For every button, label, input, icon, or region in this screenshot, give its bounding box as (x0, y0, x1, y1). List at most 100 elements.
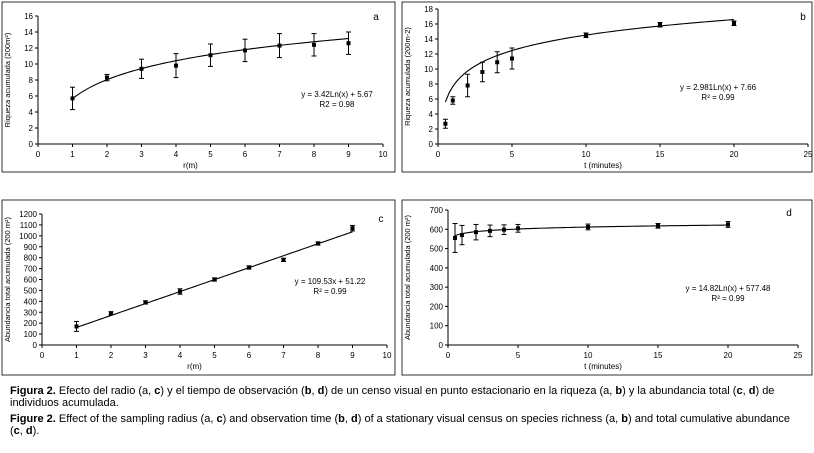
y-tick-label: 0 (29, 140, 34, 149)
data-point (516, 226, 520, 231)
data-point (105, 75, 109, 80)
y-tick-label: 1000 (19, 232, 37, 241)
y-tick-label: 700 (24, 265, 38, 274)
y-tick-label: 12 (424, 50, 433, 59)
caption-text: ) and total cumulative abundance ( (10, 413, 791, 437)
y-tick-label: 8 (429, 80, 434, 89)
y-tick-label: 400 (24, 297, 38, 306)
caption-text: ) de individuos acumulada. (10, 385, 775, 409)
caption-text: ). (32, 425, 40, 437)
trend-line (444, 19, 735, 103)
x-axis-label: r(m) (187, 362, 202, 371)
y-tick-label: 500 (24, 286, 38, 295)
fit-r-squared: R2 = 0.98 (320, 100, 355, 109)
x-tick-label: 6 (247, 351, 252, 360)
y-tick-label: 600 (430, 225, 444, 234)
y-tick-label: 700 (430, 206, 444, 215)
fit-equation: y = 3.42Ln(x) + 5.67 (301, 90, 373, 99)
x-tick-label: 10 (582, 150, 591, 159)
data-point (656, 223, 660, 228)
x-tick-label: 8 (316, 351, 321, 360)
x-tick-label: 4 (174, 150, 179, 159)
caption-bold: b (621, 413, 628, 425)
fit-r-squared: R² = 0.99 (313, 287, 347, 296)
data-point (346, 41, 351, 46)
y-tick-label: 12 (24, 44, 33, 53)
x-axis-label: t (minutes) (584, 161, 622, 170)
x-tick-label: 5 (510, 150, 515, 159)
fit-equation: y = 109.53x + 51.22 (295, 277, 366, 286)
y-tick-label: 200 (24, 319, 38, 328)
panel-letter: a (373, 12, 379, 23)
y-tick-label: 16 (424, 20, 433, 29)
data-point (726, 222, 730, 227)
y-tick-label: 800 (24, 254, 38, 263)
y-axis-label: Riqueza acumulada (200m-2) (403, 27, 412, 126)
panel-frame (1, 1, 396, 173)
data-point (510, 56, 514, 61)
y-axis-label: Abundancia total acumulada (200 m²) (403, 214, 412, 340)
y-tick-label: 1200 (19, 210, 37, 219)
data-point (443, 121, 448, 126)
data-point (174, 63, 178, 68)
x-tick-label: 0 (436, 150, 441, 159)
caption-bold: c (154, 385, 161, 397)
data-point (70, 96, 75, 101)
x-tick-label: 9 (350, 351, 355, 360)
y-tick-label: 6 (29, 92, 34, 101)
data-point (277, 43, 282, 48)
panel-frame (401, 1, 813, 173)
data-point (178, 289, 182, 294)
y-tick-label: 600 (24, 276, 38, 285)
caption-text: ) and observation time ( (222, 413, 339, 425)
data-point (74, 324, 79, 329)
data-point (732, 21, 736, 26)
y-axis-label: Riqueza acumulada (200m²) (3, 32, 12, 127)
y-tick-label: 2 (429, 125, 434, 134)
caption-bold: b (338, 413, 345, 425)
y-tick-label: 100 (430, 322, 444, 331)
data-point (502, 227, 506, 232)
data-point (658, 22, 662, 27)
data-point (109, 311, 113, 316)
data-point (247, 265, 251, 270)
caption-bold: b (615, 385, 623, 397)
x-axis-label: r(m) (183, 161, 198, 170)
y-tick-label: 400 (430, 264, 444, 273)
y-tick-label: 1100 (20, 221, 38, 230)
y-tick-label: 10 (24, 60, 33, 69)
y-tick-label: 500 (430, 245, 444, 254)
caption-bold: d (25, 425, 33, 437)
y-tick-label: 8 (29, 76, 34, 85)
x-tick-label: 10 (383, 351, 392, 360)
x-tick-label: 2 (105, 150, 110, 159)
caption-bold: d (351, 413, 358, 425)
caption-text: ) de un censo visual en punto estacionar… (324, 385, 616, 397)
panel-letter: c (379, 214, 384, 225)
x-tick-label: 25 (794, 351, 803, 360)
y-tick-label: 16 (24, 12, 33, 21)
data-point (584, 33, 588, 38)
x-tick-label: 5 (208, 150, 213, 159)
y-tick-label: 300 (430, 283, 444, 292)
data-point (312, 42, 316, 47)
y-tick-label: 4 (29, 108, 34, 117)
y-tick-label: 0 (429, 140, 434, 149)
panel-frame (1, 199, 396, 376)
y-tick-label: 14 (24, 28, 33, 37)
x-tick-label: 0 (40, 351, 45, 360)
y-tick-label: 0 (439, 341, 444, 350)
x-tick-label: 5 (212, 351, 217, 360)
data-point (450, 98, 455, 103)
y-tick-label: 6 (429, 95, 434, 104)
x-tick-label: 7 (281, 351, 286, 360)
fit-r-squared: R² = 0.99 (711, 294, 745, 303)
x-tick-label: 2 (109, 351, 114, 360)
data-point (316, 241, 320, 246)
x-tick-label: 20 (724, 351, 733, 360)
caption-text: ) y la abundancia total ( (622, 385, 737, 397)
chart-panel-b: 0 5 10 15 20 25 0 2 4 6 8 10 12 14 16 18 t (minutes) Riqu… (401, 1, 813, 173)
data-point (350, 226, 355, 231)
caption-text: , (19, 425, 26, 437)
